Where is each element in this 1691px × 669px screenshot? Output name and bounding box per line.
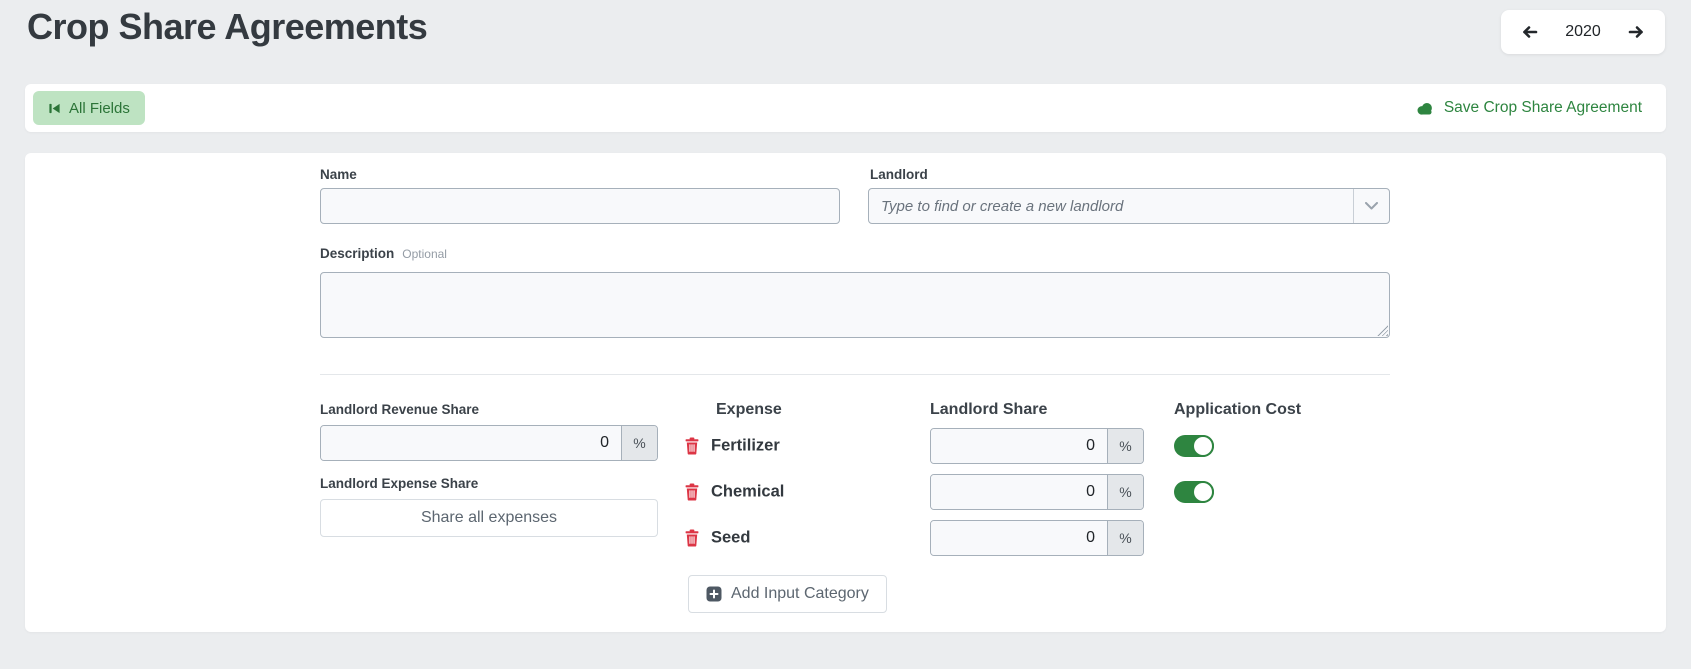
page-title: Crop Share Agreements bbox=[27, 6, 428, 47]
landlord-share-group: % bbox=[930, 474, 1144, 510]
delete-expense-button[interactable] bbox=[685, 483, 699, 501]
chevron-down-icon bbox=[1365, 202, 1378, 210]
landlord-dropdown-button[interactable] bbox=[1353, 189, 1389, 223]
landlord-revenue-share-label: Landlord Revenue Share bbox=[320, 402, 480, 417]
save-label: Save Crop Share Agreement bbox=[1443, 99, 1642, 116]
description-optional-hint: Optional bbox=[402, 247, 447, 261]
name-input[interactable] bbox=[320, 188, 840, 224]
landlord-share-group: % bbox=[930, 428, 1144, 464]
toolbar: All Fields Save Crop Share Agreement bbox=[25, 84, 1666, 132]
application-cost-toggle[interactable] bbox=[1174, 481, 1214, 503]
add-input-category-button[interactable]: Add Input Category bbox=[688, 575, 887, 613]
revenue-share-unit-suffix: % bbox=[621, 426, 657, 460]
description-field bbox=[320, 272, 1390, 338]
toggle-knob bbox=[1192, 481, 1214, 503]
application-cost-toggle[interactable] bbox=[1174, 435, 1214, 457]
landlord-share-input[interactable] bbox=[931, 521, 1107, 555]
landlord-share-input[interactable] bbox=[931, 429, 1107, 463]
trash-icon bbox=[685, 483, 699, 501]
application-cost-column-header: Application Cost bbox=[1174, 401, 1302, 418]
delete-expense-button[interactable] bbox=[685, 437, 699, 455]
landlord-share-input[interactable] bbox=[931, 475, 1107, 509]
landlord-share-column-header: Landlord Share bbox=[930, 401, 1048, 418]
share-all-expenses-button[interactable]: Share all expenses bbox=[320, 499, 658, 537]
save-crop-share-agreement-link[interactable]: Save Crop Share Agreement bbox=[1416, 99, 1642, 117]
crop-share-form-card: Name Landlord Description Optional Landl… bbox=[25, 153, 1666, 632]
share-unit-suffix: % bbox=[1107, 429, 1143, 463]
description-textarea[interactable] bbox=[321, 273, 1389, 337]
expense-name: Seed bbox=[711, 528, 751, 547]
arrow-right-icon bbox=[1628, 24, 1644, 40]
landlord-revenue-share-group: % bbox=[320, 425, 658, 461]
name-label: Name bbox=[320, 167, 357, 182]
year-navigator: 2020 bbox=[1501, 10, 1665, 54]
share-unit-suffix: % bbox=[1107, 475, 1143, 509]
expense-name: Fertilizer bbox=[711, 436, 780, 455]
all-fields-label: All Fields bbox=[69, 99, 130, 117]
expense-row: Seed % bbox=[685, 520, 1305, 556]
next-year-button[interactable] bbox=[1623, 19, 1649, 45]
cloud-icon bbox=[1416, 102, 1435, 115]
expense-column-header: Expense bbox=[716, 401, 782, 418]
plus-square-icon bbox=[706, 586, 722, 602]
landlord-share-group: % bbox=[930, 520, 1144, 556]
previous-year-button[interactable] bbox=[1517, 19, 1543, 45]
share-unit-suffix: % bbox=[1107, 521, 1143, 555]
year-value: 2020 bbox=[1565, 23, 1601, 40]
add-input-category-label: Add Input Category bbox=[731, 585, 869, 602]
landlord-select[interactable] bbox=[868, 188, 1390, 224]
landlord-input[interactable] bbox=[869, 189, 1353, 223]
delete-expense-button[interactable] bbox=[685, 529, 699, 547]
landlord-revenue-share-input[interactable] bbox=[321, 426, 621, 460]
toggle-knob bbox=[1192, 435, 1214, 457]
expense-row: Chemical % bbox=[685, 474, 1305, 510]
description-label: Description bbox=[320, 246, 395, 261]
skip-back-icon bbox=[48, 102, 61, 115]
section-divider bbox=[320, 374, 1390, 375]
arrow-left-icon bbox=[1522, 24, 1538, 40]
trash-icon bbox=[685, 529, 699, 547]
landlord-expense-share-label: Landlord Expense Share bbox=[320, 476, 479, 491]
expense-row: Fertilizer % bbox=[685, 428, 1305, 464]
all-fields-button[interactable]: All Fields bbox=[33, 91, 145, 125]
landlord-label: Landlord bbox=[870, 167, 928, 182]
expense-name: Chemical bbox=[711, 482, 785, 501]
trash-icon bbox=[685, 437, 699, 455]
